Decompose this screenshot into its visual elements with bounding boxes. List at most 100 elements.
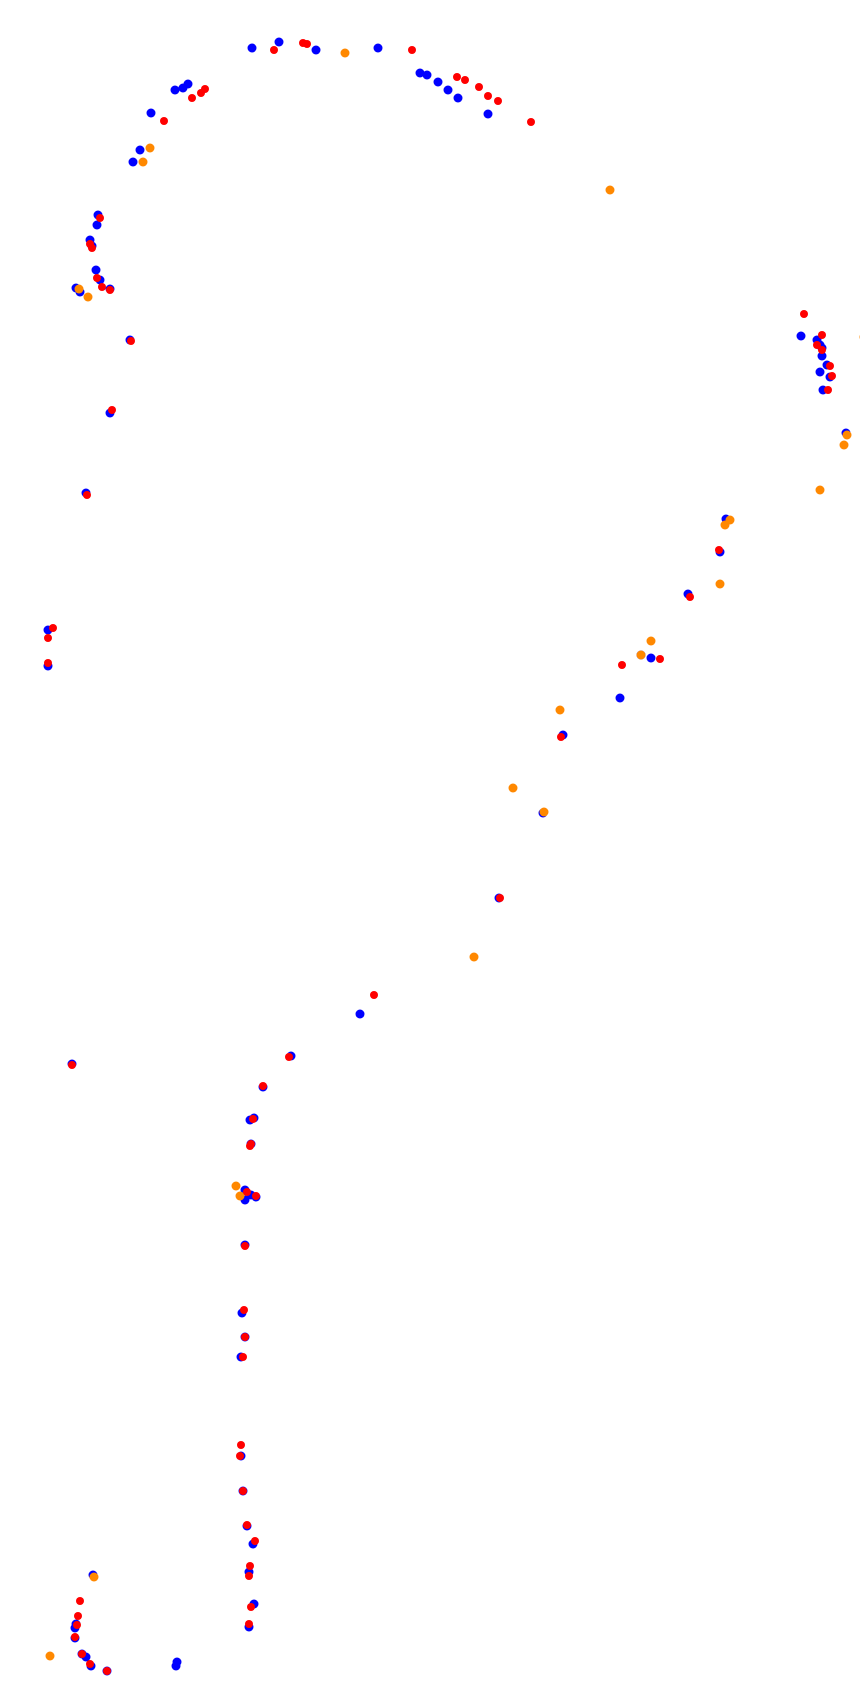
data-point-series-1-31 [796, 331, 806, 341]
data-point-series-2-14 [646, 636, 656, 646]
data-point-series-3-55 [243, 1521, 251, 1529]
data-point-series-3-12 [188, 94, 196, 102]
data-point-series-2-15 [636, 650, 646, 660]
data-point-series-3-67 [86, 1660, 94, 1668]
data-point-series-2-10 [815, 485, 825, 495]
data-point-series-1-4 [311, 45, 321, 55]
data-point-series-3-60 [245, 1620, 253, 1628]
data-point-series-1-46 [615, 693, 625, 703]
data-point-series-3-30 [818, 346, 826, 354]
data-point-series-1-14 [146, 108, 156, 118]
data-point-series-3-41 [285, 1053, 293, 1061]
data-point-series-2-12 [720, 520, 730, 530]
data-point-series-3-42 [259, 1082, 267, 1090]
data-point-series-3-33 [824, 386, 832, 394]
data-point-series-3-26 [44, 659, 52, 667]
data-point-series-2-3 [74, 284, 84, 294]
data-point-series-3-21 [127, 337, 135, 345]
data-point-series-3-61 [68, 1061, 76, 1069]
data-point-series-3-63 [74, 1612, 82, 1620]
scatter-points [43, 37, 860, 1676]
data-point-series-3-68 [103, 1667, 111, 1675]
data-point-series-2-9 [839, 440, 849, 450]
data-point-series-1-1 [274, 37, 284, 47]
data-point-series-1-6 [422, 70, 432, 80]
data-point-series-3-50 [241, 1333, 249, 1341]
data-point-series-3-49 [240, 1306, 248, 1314]
data-point-series-1-16 [128, 157, 138, 167]
data-point-series-2-18 [539, 807, 549, 817]
data-point-series-2-4 [83, 292, 93, 302]
data-point-series-3-10 [527, 118, 535, 126]
data-point-series-2-2 [605, 185, 615, 195]
data-point-series-3-40 [370, 991, 378, 999]
data-point-series-3-5 [453, 73, 461, 81]
data-point-series-3-48 [241, 1242, 249, 1250]
data-point-series-3-29 [813, 341, 821, 349]
data-point-series-3-19 [98, 283, 106, 291]
data-point-series-2-19 [469, 952, 479, 962]
data-point-series-3-53 [236, 1452, 244, 1460]
data-point-series-1-8 [443, 85, 453, 95]
data-point-series-2-20 [231, 1181, 241, 1191]
data-point-series-3-66 [78, 1650, 86, 1658]
data-point-series-2-22 [89, 1572, 99, 1582]
data-point-series-3-57 [246, 1562, 254, 1570]
data-point-series-2-17 [508, 783, 518, 793]
data-point-series-3-2 [303, 40, 311, 48]
data-point-series-3-7 [475, 83, 483, 91]
data-point-series-3-25 [49, 624, 57, 632]
data-point-series-2-13 [715, 579, 725, 589]
data-point-series-3-56 [251, 1537, 259, 1545]
data-point-series-1-2 [247, 43, 257, 53]
data-point-series-3-15 [96, 214, 104, 222]
data-point-series-2-23 [45, 1651, 55, 1661]
data-point-series-1-13 [183, 79, 193, 89]
data-point-series-1-21 [91, 265, 101, 275]
data-point-series-3-34 [715, 546, 723, 554]
data-point-series-1-35 [817, 351, 827, 361]
data-point-series-1-5 [415, 68, 425, 78]
data-point-series-1-3 [373, 43, 383, 53]
data-point-series-1-11 [170, 85, 180, 95]
data-point-series-3-54 [239, 1487, 247, 1495]
data-point-series-3-4 [408, 46, 416, 54]
data-point-series-1-7 [433, 77, 443, 87]
data-point-series-3-36 [656, 655, 664, 663]
data-point-series-3-9 [494, 97, 502, 105]
data-point-series-1-10 [483, 109, 493, 119]
data-point-series-3-59 [247, 1603, 255, 1611]
data-point-series-2-1 [340, 48, 350, 58]
data-point-series-2-16 [555, 705, 565, 715]
data-point-series-2-5 [145, 143, 155, 153]
data-point-series-3-32 [828, 372, 836, 380]
data-point-series-3-35 [686, 593, 694, 601]
data-point-series-3-20 [106, 286, 114, 294]
data-point-series-3-11 [160, 117, 168, 125]
data-point-series-1-50 [355, 1009, 365, 1019]
data-point-series-3-18 [93, 274, 101, 282]
data-point-series-2-21 [235, 1191, 245, 1201]
data-point-series-3-43 [249, 1115, 257, 1123]
data-point-series-3-47 [252, 1192, 260, 1200]
data-point-series-3-45 [246, 1142, 254, 1150]
data-point-series-3-31 [826, 362, 834, 370]
data-point-series-3-46 [243, 1188, 251, 1196]
data-point-series-3-24 [44, 634, 52, 642]
data-point-series-3-6 [461, 76, 469, 84]
data-point-series-1-81 [172, 1657, 182, 1667]
data-point-series-3-14 [201, 85, 209, 93]
data-point-series-3-58 [245, 1572, 253, 1580]
data-point-series-3-52 [237, 1441, 245, 1449]
data-point-series-1-37 [815, 367, 825, 377]
data-point-series-3-22 [108, 406, 116, 414]
data-point-series-1-18 [92, 220, 102, 230]
data-point-series-1-15 [135, 145, 145, 155]
data-point-series-3-38 [557, 733, 565, 741]
data-point-series-3-62 [76, 1597, 84, 1605]
data-point-series-3-39 [496, 894, 504, 902]
data-point-series-3-64 [73, 1621, 81, 1629]
data-point-series-3-17 [88, 244, 96, 252]
data-point-series-3-3 [270, 46, 278, 54]
